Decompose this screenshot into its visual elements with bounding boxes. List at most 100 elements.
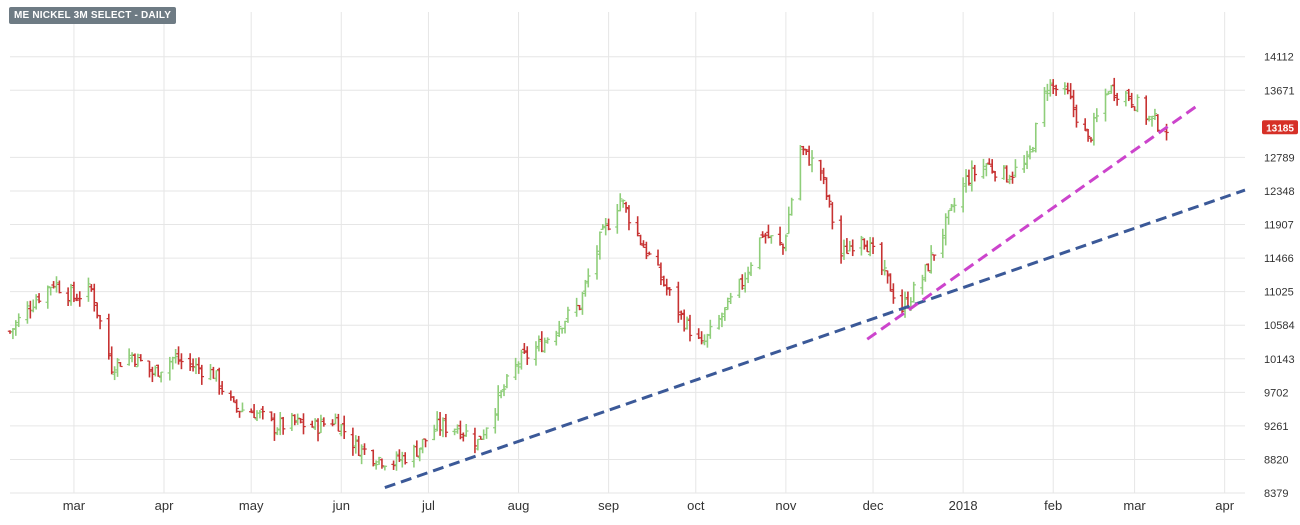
ohlc-bar [315, 418, 321, 442]
ohlc-bar [757, 237, 762, 270]
ohlc-bar [1094, 108, 1099, 123]
y-axis: 8379 8820 9261 9702 10143 10584 11025 11466 1190… [1264, 52, 1295, 500]
ohlc-bar [745, 266, 751, 284]
ohlc-bar [1126, 88, 1131, 102]
ohlc-bar [687, 314, 693, 342]
ohlc-bar [1109, 84, 1114, 94]
ohlc-bar [798, 145, 803, 201]
last-price-label: 13185 [1266, 123, 1294, 134]
ohlc-bar [382, 465, 388, 471]
ohlc-bar [1042, 87, 1047, 127]
ohlc-bar [504, 374, 510, 389]
ohlc-bar [949, 203, 954, 211]
ohlc-bar [135, 353, 141, 368]
ohlc-bar [298, 417, 303, 424]
y-tick-label: 8820 [1264, 454, 1288, 466]
ohlc-bar [783, 234, 789, 252]
x-month-label: apr [155, 498, 174, 513]
ohlc-bar [493, 408, 498, 434]
ohlc-bar [217, 367, 222, 395]
ohlc-bar [301, 413, 306, 435]
ohlc-bar [321, 417, 327, 427]
ohlc-bar [716, 314, 722, 330]
ohlc-bar [173, 349, 178, 364]
vertical-gridlines [73, 12, 1226, 493]
ohlc-bar [71, 281, 77, 303]
ohlc-bar [562, 320, 568, 334]
ohlc-bar [28, 300, 33, 319]
ohlc-bar [341, 415, 347, 439]
ohlc-bar [208, 364, 213, 381]
ohlc-bar [118, 362, 123, 368]
ohlc-bar [86, 277, 91, 302]
ohlc-bar [850, 239, 855, 257]
ohlc-bar [583, 279, 588, 297]
ohlc-bar [618, 193, 623, 212]
ohlc-bar [708, 319, 713, 339]
ohlc-bar [54, 276, 59, 293]
ohlc-bar [705, 333, 710, 348]
ohlc-bar [484, 427, 489, 439]
ohlc-bar [458, 420, 463, 440]
ohlc-bar [495, 385, 501, 421]
ohlc-bar [1033, 122, 1038, 153]
ohlc-bar [292, 414, 297, 426]
ohlc-bar [586, 268, 591, 288]
ohlc-bar [1082, 118, 1088, 132]
x-month-label: nov [775, 498, 796, 513]
ohlc-bar [667, 287, 672, 296]
ohlc-bar [420, 438, 425, 454]
ohlc-bar [1144, 95, 1149, 125]
y-tick-label: 8379 [1264, 488, 1288, 500]
x-month-label: feb [1044, 498, 1062, 513]
ohlc-bar [801, 145, 806, 156]
ohlc-bar [310, 420, 315, 428]
x-month-label: 2018 [949, 498, 978, 513]
ohlc-bar [278, 411, 283, 436]
ohlc-bar [176, 346, 181, 365]
trendlines [384, 103, 1246, 490]
ohlc-bar [187, 353, 193, 371]
ohlc-bar [434, 411, 440, 432]
y-tick-label: 11907 [1264, 220, 1294, 232]
ohlc-bar [533, 341, 539, 366]
ohlc-bar [196, 357, 202, 375]
ohlc-bar [156, 364, 161, 377]
x-month-label: oct [687, 498, 705, 513]
x-month-label: mar [63, 498, 86, 513]
ohlc-bar [737, 278, 742, 298]
ohlc-bar [522, 343, 527, 354]
x-month-label: jun [332, 498, 350, 513]
ohlc-bar [1062, 82, 1068, 95]
ohlc-bar [1155, 114, 1161, 132]
ohlc-bar [193, 358, 199, 375]
ohlc-bar [769, 235, 774, 244]
ohlc-bar [1053, 84, 1059, 96]
ohlc-bar [167, 356, 173, 381]
ohlc-bar [844, 238, 850, 255]
ohlc-bar [45, 285, 50, 309]
ohlc-bars [7, 77, 1169, 471]
ohlc-bar [1010, 171, 1015, 184]
ohlc-bar [920, 274, 925, 295]
ohlc-bar [240, 402, 245, 413]
ohlc-bar [806, 145, 812, 166]
y-tick-label: 9261 [1264, 421, 1288, 433]
ohlc-bar [16, 313, 21, 328]
ohlc-bar [804, 148, 809, 156]
ohlc-bar [36, 293, 42, 304]
ohlc-bar [777, 226, 783, 246]
ohlc-bar [891, 283, 896, 304]
ohlc-bar [339, 423, 344, 437]
ohlc-bar [472, 427, 478, 454]
ohlc-bar [318, 414, 324, 434]
ohlc-bar [330, 419, 335, 427]
ohlc-bar [68, 283, 74, 306]
ohlc-bar [190, 358, 196, 372]
ohlc-bar [464, 423, 469, 437]
ohlc-bar [1030, 146, 1036, 153]
ohlc-bar [1068, 83, 1073, 100]
ohlc-bar [928, 245, 934, 274]
ohlc-bar [728, 292, 733, 304]
